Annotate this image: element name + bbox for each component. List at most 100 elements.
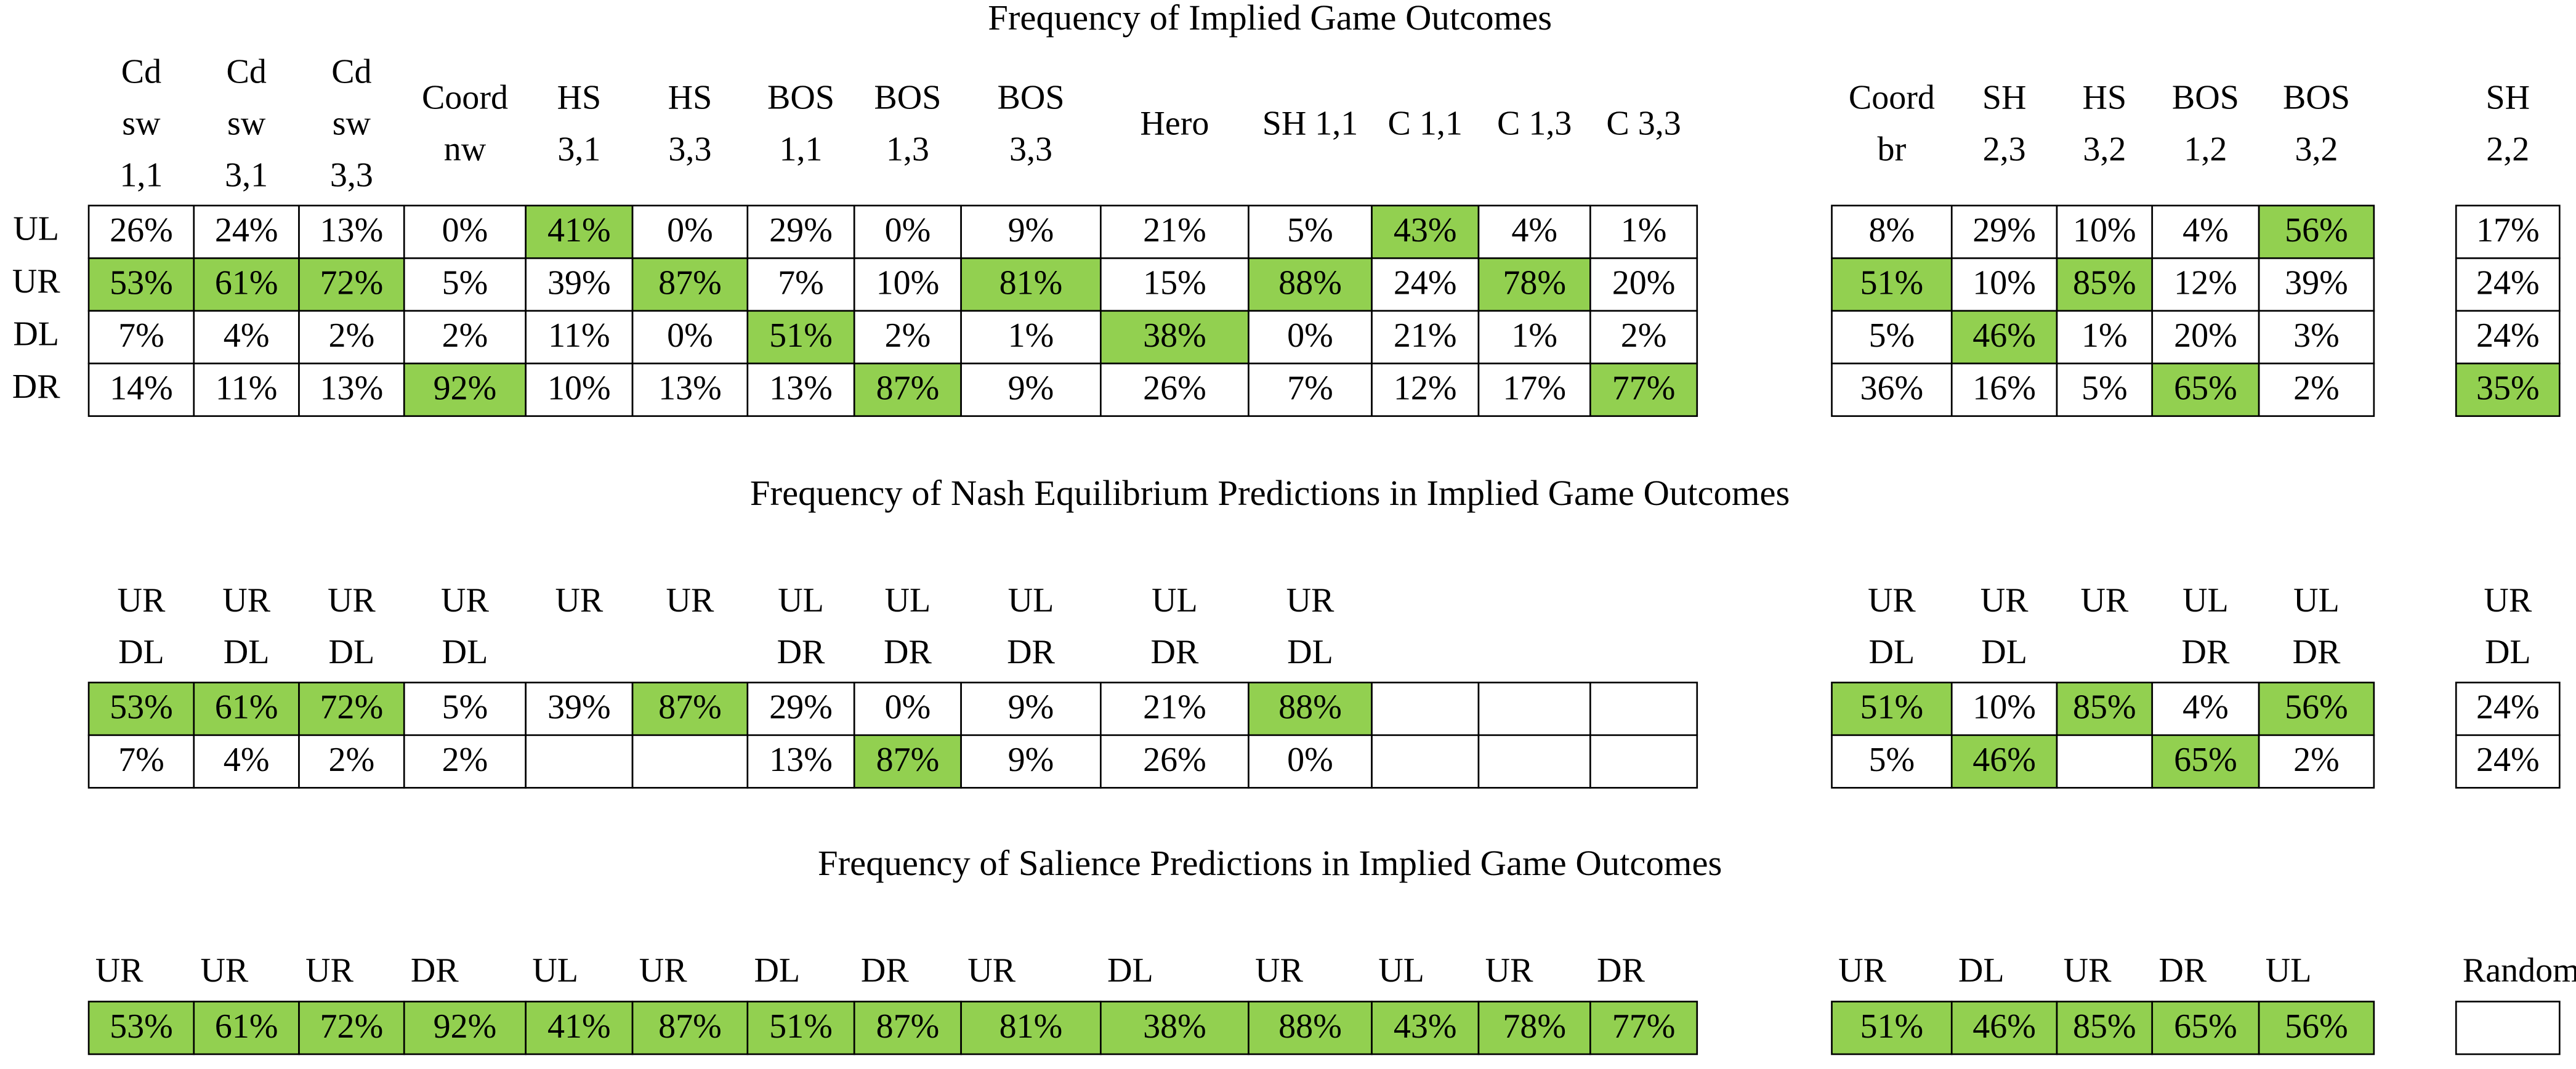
- column-header: 3,2: [2083, 131, 2126, 169]
- cell-value: 0%: [885, 211, 931, 249]
- cell-value: 15%: [1143, 264, 1206, 302]
- cell-value: 81%: [999, 1007, 1063, 1046]
- cell-value: 9%: [1008, 369, 1054, 407]
- cell-value: 51%: [769, 317, 833, 355]
- cell-value: 13%: [320, 211, 384, 249]
- cell: [525, 362, 634, 418]
- column-header: Random: [2463, 951, 2576, 990]
- cell-value: 2%: [1621, 317, 1667, 355]
- cell: [298, 682, 405, 736]
- cell-value: 29%: [769, 211, 833, 249]
- cell: [1100, 1001, 1250, 1055]
- cell: [2056, 734, 2154, 789]
- cell-value: 53%: [110, 264, 173, 302]
- column-header: UR: [305, 951, 353, 990]
- column-header: UR: [1980, 581, 2029, 619]
- cell-value: 51%: [1860, 688, 1924, 727]
- cell-value: 4%: [2182, 688, 2229, 727]
- column-header: DR: [2293, 633, 2341, 671]
- column-header: C 3,3: [1606, 104, 1681, 142]
- cell: [193, 734, 300, 789]
- cell: [2455, 1001, 2561, 1055]
- column-header: 3,1: [557, 131, 600, 169]
- row-label: DR: [12, 368, 60, 406]
- cell-value: 7%: [778, 264, 824, 302]
- cell: [1950, 310, 2058, 365]
- cell-value: 38%: [1143, 1007, 1206, 1046]
- cell: [193, 204, 300, 259]
- cell: [2455, 362, 2561, 418]
- column-header: UL: [2293, 581, 2340, 619]
- cell-value: 61%: [215, 688, 278, 727]
- cell: [525, 257, 634, 312]
- cell-value: 5%: [1287, 211, 1333, 249]
- cell-value: 53%: [110, 688, 173, 727]
- cell: [1589, 204, 1698, 259]
- cell-value: 4%: [2182, 211, 2229, 249]
- cell: [1371, 1001, 1480, 1055]
- column-header: Coord: [422, 78, 508, 116]
- column-header: 3,3: [1009, 131, 1052, 169]
- cell: [2258, 257, 2375, 312]
- cell: [1248, 734, 1373, 789]
- cell: [631, 257, 749, 312]
- cell-value: 29%: [1972, 211, 2036, 249]
- cell: [2056, 362, 2154, 418]
- cell-value: 51%: [1860, 264, 1924, 302]
- cell: [193, 257, 300, 312]
- cell-value: 87%: [658, 264, 722, 302]
- column-header: 1,2: [2184, 131, 2227, 169]
- cell-value: 13%: [320, 369, 384, 407]
- cell: [87, 310, 195, 365]
- cell: [746, 362, 855, 418]
- cell-value: 5%: [442, 264, 488, 302]
- cell-value: 51%: [769, 1007, 833, 1046]
- cell-value: 78%: [1503, 1007, 1566, 1046]
- column-header: BOS: [767, 78, 834, 116]
- cell: [631, 362, 749, 418]
- cell-value: 29%: [769, 688, 833, 727]
- cell-value: 26%: [110, 211, 173, 249]
- cell: [193, 682, 300, 736]
- cell: [1248, 682, 1373, 736]
- column-header: DL: [1287, 633, 1333, 671]
- cell-value: 0%: [885, 688, 931, 727]
- cell-value: 24%: [2476, 317, 2540, 355]
- cell-value: 9%: [1008, 688, 1054, 727]
- cell-value: 51%: [1860, 1007, 1924, 1046]
- column-header: UR: [222, 581, 270, 619]
- cell: [87, 362, 195, 418]
- cell: [403, 257, 527, 312]
- cell: [2455, 204, 2561, 259]
- column-header: DR: [411, 951, 459, 990]
- cell: [1589, 310, 1698, 365]
- cell: [853, 734, 962, 789]
- cell-value: 46%: [1972, 317, 2036, 355]
- cell-value: 53%: [110, 1007, 173, 1046]
- cell-value: 2%: [885, 317, 931, 355]
- cell: [1477, 682, 1591, 736]
- cell-value: 2%: [442, 741, 488, 779]
- column-header: UR: [118, 581, 166, 619]
- column-header: UR: [1868, 581, 1916, 619]
- cell: [1950, 1001, 2058, 1055]
- cell-value: 36%: [1860, 369, 1924, 407]
- cell: [87, 734, 195, 789]
- cell: [853, 1001, 962, 1055]
- column-header: BOS: [2283, 78, 2350, 116]
- column-header: UL: [532, 951, 578, 990]
- cell-value: 10%: [547, 369, 611, 407]
- column-header: 1,1: [780, 131, 823, 169]
- cell-value: 20%: [2174, 317, 2237, 355]
- cell-value: 56%: [2285, 688, 2348, 727]
- cell: [960, 734, 1102, 789]
- column-header: Cd: [331, 52, 371, 91]
- cell-value: 16%: [1972, 369, 2036, 407]
- cell-value: 7%: [118, 317, 164, 355]
- column-header: UL: [885, 581, 931, 619]
- cell-value: 14%: [110, 369, 173, 407]
- column-header: DR: [2158, 951, 2207, 990]
- cell-value: 61%: [215, 1007, 278, 1046]
